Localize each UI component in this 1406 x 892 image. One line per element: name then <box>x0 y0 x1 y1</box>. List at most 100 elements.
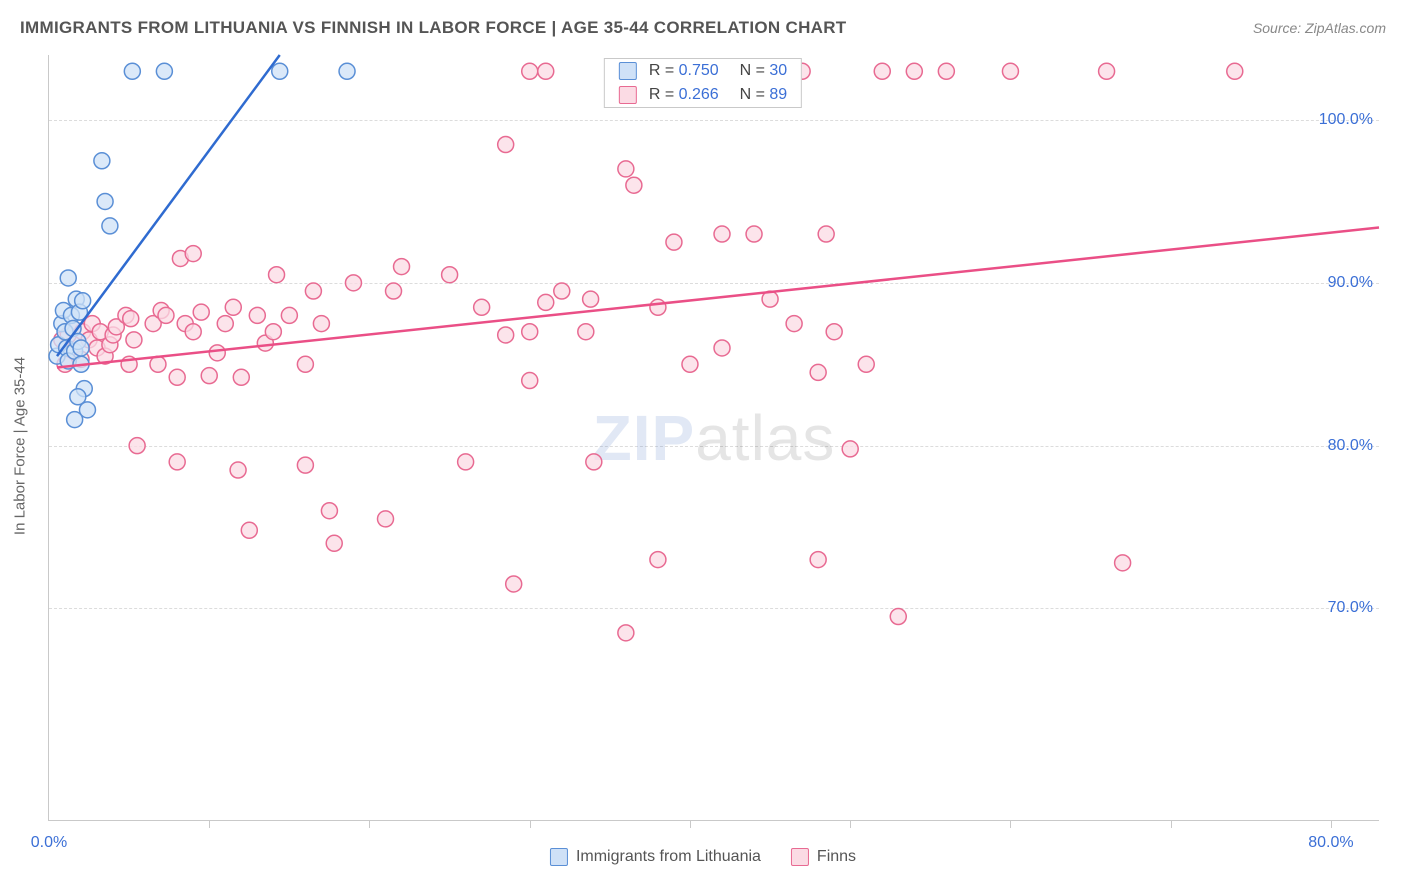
x-tick <box>369 820 370 828</box>
data-point <box>786 316 802 332</box>
data-point <box>842 441 858 457</box>
data-point <box>458 454 474 470</box>
data-point <box>906 63 922 79</box>
data-point <box>874 63 890 79</box>
data-point <box>650 552 666 568</box>
data-point <box>682 356 698 372</box>
data-point <box>169 454 185 470</box>
data-point <box>650 299 666 315</box>
legend-item-0: Immigrants from Lithuania <box>550 848 761 866</box>
chart-title: IMMIGRANTS FROM LITHUANIA VS FINNISH IN … <box>20 18 847 38</box>
data-point <box>123 311 139 327</box>
data-point <box>506 576 522 592</box>
data-point <box>442 267 458 283</box>
data-point <box>746 226 762 242</box>
data-point <box>586 454 602 470</box>
data-point <box>230 462 246 478</box>
data-point <box>626 177 642 193</box>
data-point <box>522 373 538 389</box>
data-point <box>265 324 281 340</box>
data-point <box>269 267 285 283</box>
data-point <box>618 625 634 641</box>
stats-legend-row-0: R = 0.750 N = 30 <box>605 59 801 83</box>
data-point <box>201 368 217 384</box>
data-point <box>313 316 329 332</box>
data-point <box>97 193 113 209</box>
legend-label-0: Immigrants from Lithuania <box>576 848 761 866</box>
data-point <box>75 293 91 309</box>
x-tick-label: 0.0% <box>31 834 67 852</box>
y-tick-label: 80.0% <box>1328 437 1373 455</box>
data-point <box>810 364 826 380</box>
data-point <box>297 457 313 473</box>
legend-label-1: Finns <box>817 848 856 866</box>
data-point <box>169 369 185 385</box>
x-tick <box>1010 820 1011 828</box>
data-point <box>1227 63 1243 79</box>
data-point <box>1115 555 1131 571</box>
data-point <box>297 356 313 372</box>
data-point <box>386 283 402 299</box>
r-stat-0: R = 0.750 <box>649 62 719 80</box>
data-point <box>193 304 209 320</box>
swatch-series-1 <box>619 86 637 104</box>
data-point <box>249 307 265 323</box>
data-point <box>156 63 172 79</box>
x-tick <box>1171 820 1172 828</box>
data-point <box>241 522 257 538</box>
data-point <box>826 324 842 340</box>
data-point <box>126 332 142 348</box>
r-stat-1: R = 0.266 <box>649 86 719 104</box>
data-point <box>225 299 241 315</box>
series-legend: Immigrants from Lithuania Finns <box>550 848 856 866</box>
data-point <box>129 438 145 454</box>
legend-item-1: Finns <box>791 848 856 866</box>
n-stat-1: N = 89 <box>731 86 787 104</box>
data-point <box>185 324 201 340</box>
data-point <box>272 63 288 79</box>
data-point <box>538 294 554 310</box>
data-point <box>1002 63 1018 79</box>
data-point <box>538 63 554 79</box>
data-point <box>378 511 394 527</box>
data-point <box>578 324 594 340</box>
x-tick-label: 80.0% <box>1308 834 1353 852</box>
scatter-chart <box>49 55 1379 820</box>
legend-swatch-1 <box>791 848 809 866</box>
data-point <box>233 369 249 385</box>
data-point <box>281 307 297 323</box>
y-tick-label: 100.0% <box>1319 111 1373 129</box>
data-point <box>321 503 337 519</box>
data-point <box>70 389 86 405</box>
data-point <box>714 226 730 242</box>
data-point <box>714 340 730 356</box>
data-point <box>522 63 538 79</box>
data-point <box>394 259 410 275</box>
data-point <box>938 63 954 79</box>
data-point <box>185 246 201 262</box>
x-tick <box>209 820 210 828</box>
y-axis-title: In Labor Force | Age 35-44 <box>12 357 29 535</box>
data-point <box>60 270 76 286</box>
y-tick-label: 70.0% <box>1328 599 1373 617</box>
data-point <box>94 153 110 169</box>
data-point <box>554 283 570 299</box>
data-point <box>305 283 321 299</box>
data-point <box>217 316 233 332</box>
data-point <box>209 345 225 361</box>
data-point <box>102 218 118 234</box>
data-point <box>124 63 140 79</box>
legend-swatch-0 <box>550 848 568 866</box>
title-bar: IMMIGRANTS FROM LITHUANIA VS FINNISH IN … <box>20 18 1386 38</box>
x-tick <box>1331 820 1332 828</box>
data-point <box>818 226 834 242</box>
x-tick <box>690 820 691 828</box>
data-point <box>73 340 89 356</box>
x-tick <box>530 820 531 828</box>
n-stat-0: N = 30 <box>731 62 787 80</box>
plot-area: ZIPatlas 70.0%80.0%90.0%100.0% 0.0%80.0% <box>48 55 1379 821</box>
data-point <box>522 324 538 340</box>
data-point <box>498 327 514 343</box>
swatch-series-0 <box>619 62 637 80</box>
data-point <box>583 291 599 307</box>
